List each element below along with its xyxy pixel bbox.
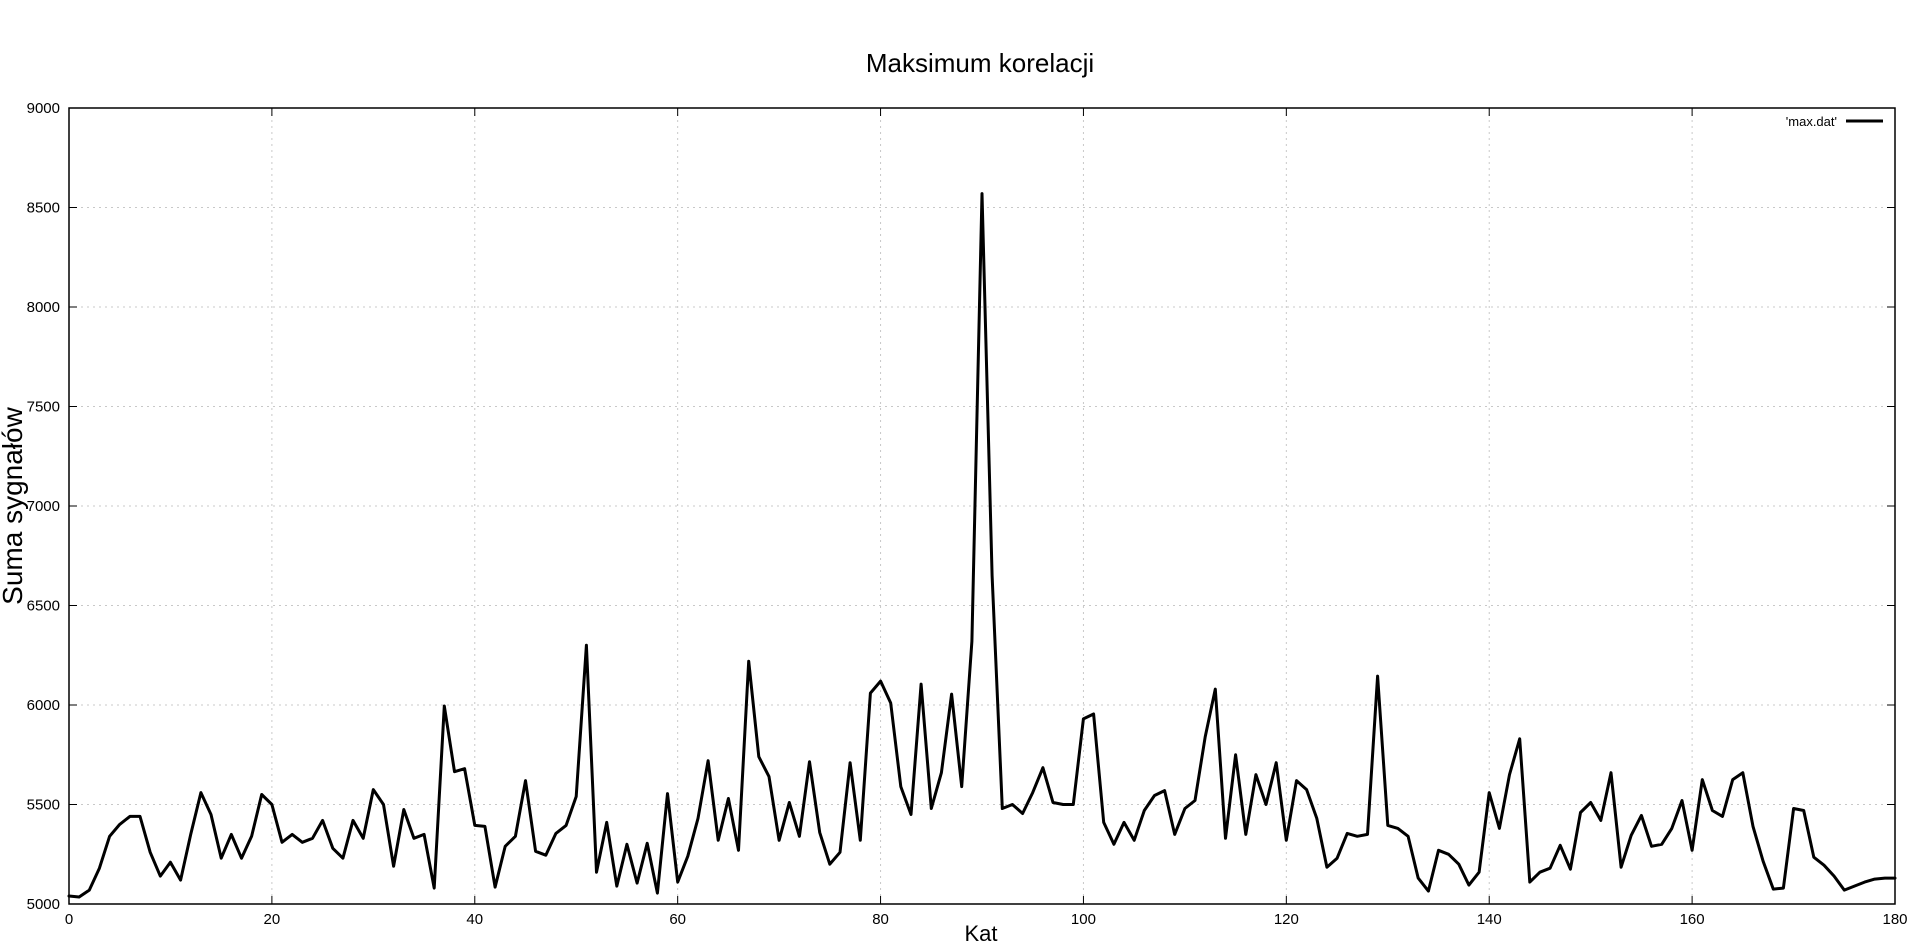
y-tick-label: 8500 — [27, 200, 60, 217]
y-tick-label: 9000 — [27, 100, 60, 117]
legend-entry-label: 'max.dat' — [1786, 114, 1837, 129]
y-tick-label: 5000 — [27, 896, 60, 913]
y-tick-label: 7500 — [27, 399, 60, 416]
x-tick-label: 140 — [1477, 911, 1502, 928]
y-tick-label: 8000 — [27, 299, 60, 316]
plot-frame — [68, 107, 1896, 905]
x-tick-label: 180 — [1882, 911, 1907, 928]
x-tick-label: 100 — [1071, 911, 1096, 928]
x-tick-label: 120 — [1274, 911, 1299, 928]
x-tick-label: 160 — [1680, 911, 1705, 928]
x-tick-label: 20 — [264, 911, 281, 928]
x-tick-label: 80 — [872, 911, 889, 928]
series-line — [67, 192, 1897, 899]
grid — [69, 108, 1895, 904]
x-axis-label: Kat — [964, 921, 997, 946]
y-tick-label: 6500 — [27, 598, 60, 615]
series-layer — [67, 192, 1897, 899]
chart-title: Maksimum korelacji — [866, 48, 1094, 78]
legend: 'max.dat' — [1786, 114, 1883, 129]
y-tick-label: 5500 — [27, 797, 60, 814]
axis-ticks: 0 20 40 60 80 100 120 140 160 180 5000 5500 6000 6500… — [27, 100, 1908, 928]
y-axis-label: Suma sygnałów — [0, 406, 28, 604]
y-tick-label: 6000 — [27, 697, 60, 714]
y-tick-label: 7000 — [27, 498, 60, 515]
x-tick-label: 60 — [669, 911, 686, 928]
x-tick-label: 40 — [466, 911, 483, 928]
x-tick-label: 0 — [65, 911, 73, 928]
